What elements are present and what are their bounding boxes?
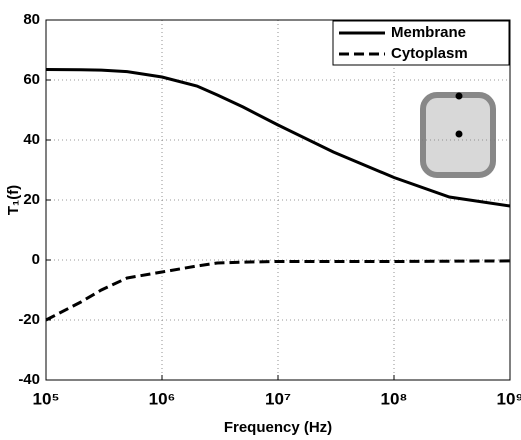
x-tick-label: 10⁶ [149, 389, 176, 408]
x-tick-label: 10⁷ [265, 389, 291, 408]
x-tick-label: 10⁹ [497, 389, 521, 408]
y-axis-label: T₁(f) [5, 185, 22, 215]
plot-frame [45, 19, 511, 381]
membrane-dot [455, 92, 463, 100]
y-tick-label: 20 [23, 191, 40, 208]
y-tick-label: -40 [18, 371, 40, 388]
legend-label: Membrane [391, 24, 466, 41]
y-tick-label: 0 [32, 251, 40, 268]
y-tick-label: 80 [23, 11, 40, 28]
y-tick-label: 40 [23, 131, 40, 148]
cytoplasm-dot [455, 130, 463, 138]
legend-label: Cytoplasm [391, 45, 468, 62]
x-tick-label: 10⁵ [33, 389, 60, 408]
series-line [45, 68, 511, 208]
series-line [45, 259, 511, 322]
inset-icon [420, 92, 496, 178]
y-tick-label: 60 [23, 71, 40, 88]
legend: Membrane Cytoplasm [332, 20, 510, 66]
legend-box [332, 20, 510, 66]
x-axis-label: Frequency (Hz) [224, 419, 332, 436]
y-tick-label: -20 [18, 311, 40, 328]
x-tick-label: 10⁸ [381, 389, 408, 408]
